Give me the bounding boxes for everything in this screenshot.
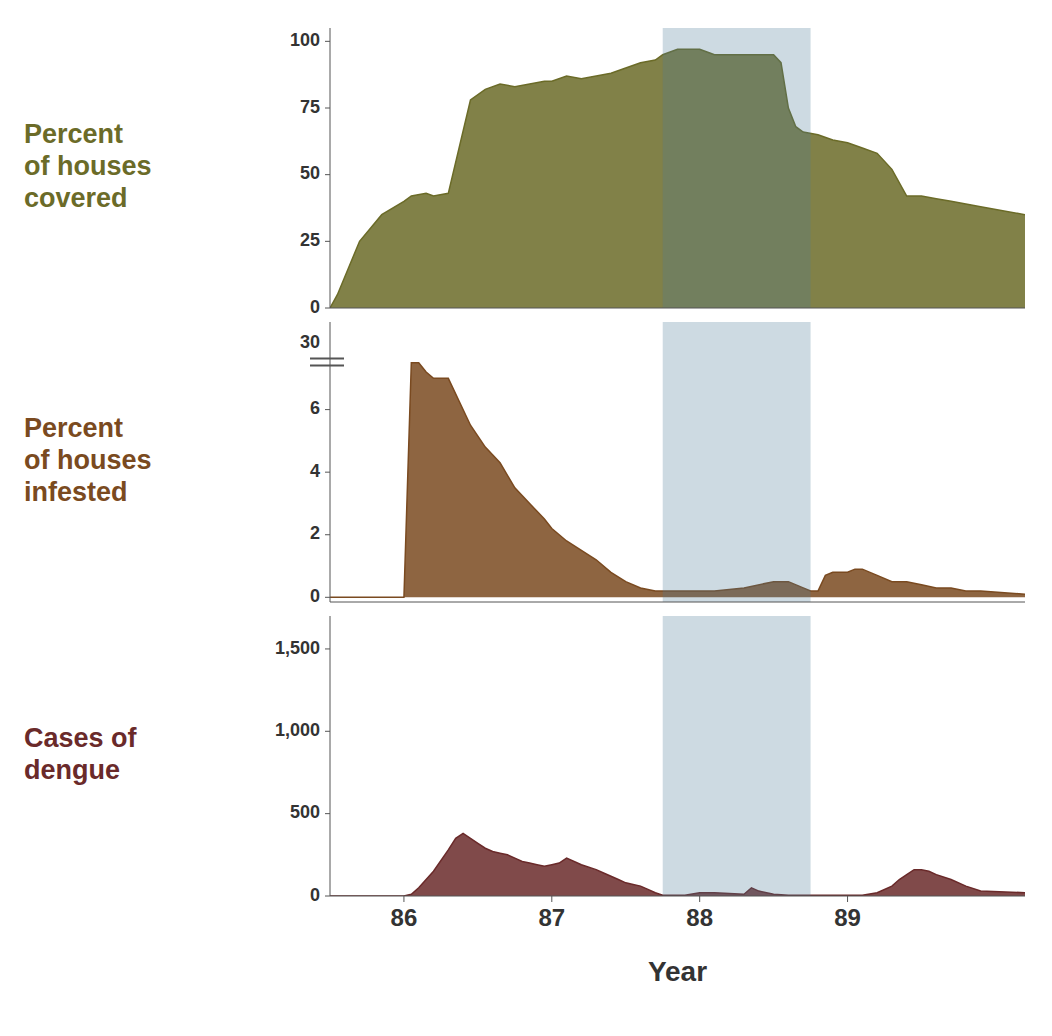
y-tick-label: 75 (300, 97, 320, 117)
panel-title-line: of houses (24, 445, 152, 475)
axis-break (310, 357, 344, 359)
y-tick-label: 2 (310, 523, 320, 543)
panel-title-line: dengue (24, 755, 120, 785)
panel-title-line: Cases of (24, 723, 138, 753)
panel: 0 2 4 6 30 Percentof housesinfested (24, 322, 1025, 606)
panel-title: Percentof housescovered (24, 119, 152, 213)
y-tick-label: 100 (290, 30, 320, 50)
panel-title-line: of houses (24, 151, 152, 181)
x-tick (847, 896, 848, 902)
y-tick (325, 241, 330, 242)
panel: 0 500 1,000 1,500 86 87 88 89 Cases ofdengue Year (24, 616, 1025, 987)
x-axis-line (330, 308, 1025, 309)
y-tick (325, 896, 330, 897)
plot-area (330, 616, 1025, 896)
y-tick (325, 41, 330, 42)
y-tick (325, 308, 330, 309)
y-tick (325, 597, 330, 598)
x-tick (699, 896, 700, 902)
x-tick-label: 87 (538, 904, 565, 931)
y-tick (325, 174, 330, 175)
x-tick-label: 89 (834, 904, 861, 931)
y-axis-line (330, 28, 331, 308)
y-tick (325, 108, 330, 109)
highlight-band (663, 616, 811, 896)
plot-area (330, 28, 1025, 308)
x-tick (403, 896, 404, 902)
y-axis-line (330, 322, 331, 602)
y-tick (325, 731, 330, 732)
x-axis-label: Year (648, 956, 707, 987)
y-tick-label: 1,000 (275, 720, 320, 740)
axis-break (310, 364, 344, 366)
chart: 0255075100Percentof housescovered024630P… (0, 0, 1052, 1036)
y-tick-label: 0 (310, 586, 320, 606)
highlight-band (663, 322, 811, 602)
x-tick (551, 896, 552, 902)
x-axis-line (330, 896, 1025, 897)
y-tick-label: 0 (310, 297, 320, 317)
y-tick (325, 472, 330, 473)
panel-title: Percentof housesinfested (24, 413, 152, 507)
panel-title-line: covered (24, 183, 128, 213)
panel-title: Cases ofdengue (24, 723, 138, 785)
panel-title-line: infested (24, 477, 128, 507)
y-tick-label: 4 (310, 461, 320, 481)
y-tick (325, 409, 330, 410)
y-tick (325, 534, 330, 535)
x-axis-line (330, 602, 1025, 603)
y-tick (325, 648, 330, 649)
annotation: 30 (300, 332, 320, 352)
plot-area (330, 322, 1025, 602)
y-tick-label: 1,500 (275, 638, 320, 658)
highlight-band (663, 28, 811, 308)
y-tick-label: 500 (290, 802, 320, 822)
y-tick-label: 25 (300, 230, 320, 250)
x-tick-label: 86 (391, 904, 418, 931)
panel: 0 25 50 75 100 Percentof housescovered (24, 28, 1025, 317)
y-tick (325, 813, 330, 814)
panel-title-line: Percent (24, 119, 123, 149)
y-tick-label: 50 (300, 163, 320, 183)
y-tick-label: 6 (310, 398, 320, 418)
panel-title-line: Percent (24, 413, 123, 443)
y-tick-label: 0 (310, 885, 320, 905)
y-axis-line (330, 616, 331, 896)
x-tick-label: 88 (686, 904, 713, 931)
